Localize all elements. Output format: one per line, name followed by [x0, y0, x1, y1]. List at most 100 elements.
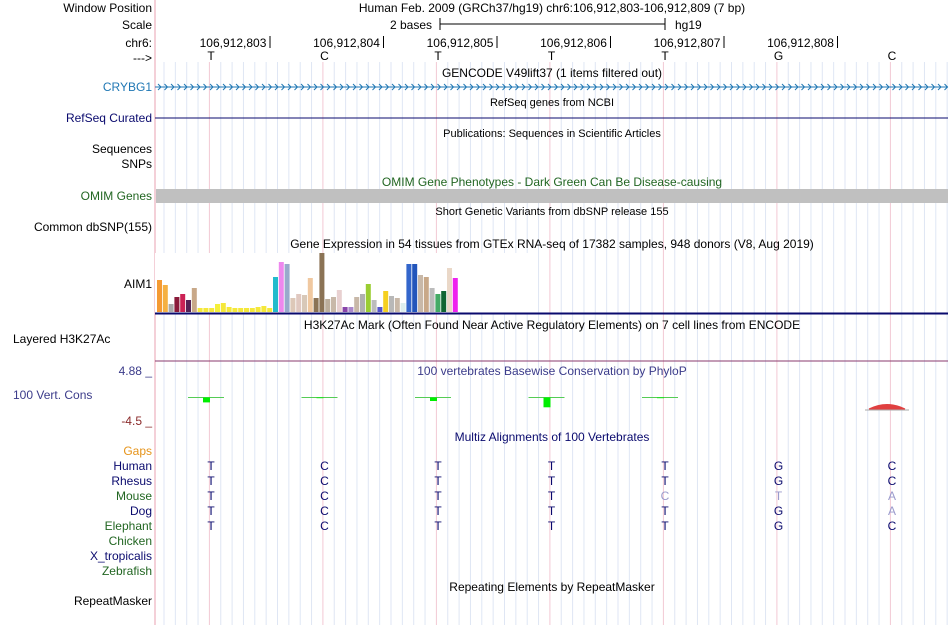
- strand-arrow: [469, 83, 474, 91]
- strand-arrow: [944, 83, 949, 91]
- species-label[interactable]: Chicken: [108, 534, 152, 548]
- reference-base: T: [207, 49, 215, 63]
- strand-arrow: [274, 83, 279, 91]
- strand-arrow: [450, 83, 455, 91]
- gtex-bar: [447, 268, 452, 312]
- strand-arrow: [846, 83, 851, 91]
- position-label: 106,912,803: [199, 36, 267, 50]
- strand-arrow: [385, 83, 390, 91]
- publications-sequences-label[interactable]: Sequences: [91, 142, 152, 156]
- strand-arrow: [820, 83, 825, 91]
- refseq-title: RefSeq genes from NCBI: [489, 97, 615, 109]
- strand-arrow: [625, 83, 630, 91]
- phylop-label[interactable]: 100 Vert. Cons: [13, 388, 93, 402]
- gtex-bar: [296, 294, 302, 312]
- gtex-bar: [452, 278, 458, 312]
- gtex-bar: [215, 304, 220, 312]
- gtex-bar: [360, 294, 365, 312]
- strand-arrow: [573, 83, 578, 91]
- strand-arrow: [749, 83, 754, 91]
- gtex-bar: [377, 307, 383, 312]
- strand-arrow: [398, 83, 403, 91]
- species-label[interactable]: Zebrafish: [101, 564, 152, 578]
- strand-arrow: [911, 83, 916, 91]
- dbsnp-label[interactable]: Common dbSNP(155): [33, 220, 152, 234]
- strand-arrow: [528, 83, 533, 91]
- gtex-bar: [307, 278, 313, 312]
- strand-arrow: [300, 83, 305, 91]
- window-position-text: Human Feb. 2009 (GRCh37/hg19) chr6:106,9…: [358, 1, 746, 15]
- alignment-base: C: [887, 519, 897, 533]
- phylop-bar: [657, 397, 664, 399]
- alignment-base: T: [207, 504, 215, 518]
- gtex-bar: [197, 308, 203, 312]
- strand-arrow: [736, 83, 741, 91]
- window-position-label: Window Position: [63, 1, 152, 15]
- alignment-base: C: [660, 489, 670, 503]
- species-label[interactable]: Mouse: [115, 489, 152, 503]
- strand-arrow: [905, 83, 910, 91]
- strand-arrow: [827, 83, 832, 91]
- gtex-bar: [336, 290, 342, 312]
- strand-arrow: [489, 83, 494, 91]
- strand-arrow: [320, 83, 325, 91]
- strand-arrow: [892, 83, 897, 91]
- alignment-base: T: [434, 459, 442, 473]
- chrom-label: chr6:: [125, 36, 152, 50]
- h3k27ac-label[interactable]: Layered H3K27Ac: [13, 332, 111, 346]
- strand-arrow: [775, 83, 780, 91]
- strand-arrow: [157, 83, 162, 91]
- strand-arrow: [762, 83, 767, 91]
- gtex-bar: [226, 307, 232, 312]
- refseq-label[interactable]: RefSeq Curated: [65, 111, 152, 125]
- scale-label: Scale: [121, 18, 152, 32]
- alignment-base: C: [320, 504, 329, 518]
- alignment-base: C: [320, 474, 329, 488]
- alignment-base: G: [773, 519, 784, 533]
- gtex-bar: [261, 306, 267, 312]
- strand-arrow: [703, 83, 708, 91]
- strand-arrow: [814, 83, 819, 91]
- species-label[interactable]: Elephant: [104, 519, 152, 533]
- strand-arrow: [885, 83, 890, 91]
- repeatmasker-label[interactable]: RepeatMasker: [73, 594, 152, 608]
- gtex-bar: [400, 303, 406, 312]
- species-label[interactable]: Rhesus: [111, 474, 152, 488]
- species-label[interactable]: Human: [113, 459, 152, 473]
- strand-arrow: [502, 83, 507, 91]
- alignment-base: G: [773, 474, 784, 488]
- gtex-bar: [267, 308, 273, 312]
- alignment-base: T: [547, 474, 556, 488]
- alignment-base: T: [661, 474, 669, 488]
- gtex-bar: [273, 277, 278, 312]
- gtex-bar: [412, 264, 418, 312]
- gtex-label[interactable]: AIM1: [123, 277, 152, 291]
- alignment-base: C: [887, 474, 897, 488]
- species-label[interactable]: X_tropicalis: [89, 549, 152, 563]
- alignment-base: C: [320, 519, 329, 533]
- strand-arrow: [619, 83, 624, 91]
- strand-arrow: [164, 83, 169, 91]
- gtex-bar: [389, 296, 394, 312]
- strand-arrow: [190, 83, 195, 91]
- gaps-label[interactable]: Gaps: [123, 444, 152, 458]
- strand-arrow: [508, 83, 513, 91]
- strand-arrow: [541, 83, 546, 91]
- strand-arrow: [898, 83, 903, 91]
- publications-snps-label[interactable]: SNPs: [121, 157, 152, 171]
- repeatmasker-title: Repeating Elements by RepeatMasker: [449, 580, 655, 594]
- gtex-bar: [238, 308, 244, 312]
- strand-arrow: [515, 83, 520, 91]
- strand-arrow: [534, 83, 539, 91]
- strand-arrow: [346, 83, 351, 91]
- omim-label[interactable]: OMIM Genes: [80, 189, 152, 203]
- species-label[interactable]: Dog: [129, 504, 152, 518]
- gencode-item-label[interactable]: CRYBG1: [102, 80, 152, 94]
- gtex-bar: [371, 300, 377, 312]
- strand-arrow: [768, 83, 773, 91]
- strand-arrow: [664, 83, 669, 91]
- strand-arrow: [307, 83, 312, 91]
- strand-arrow: [723, 83, 728, 91]
- strand-arrow: [437, 83, 442, 91]
